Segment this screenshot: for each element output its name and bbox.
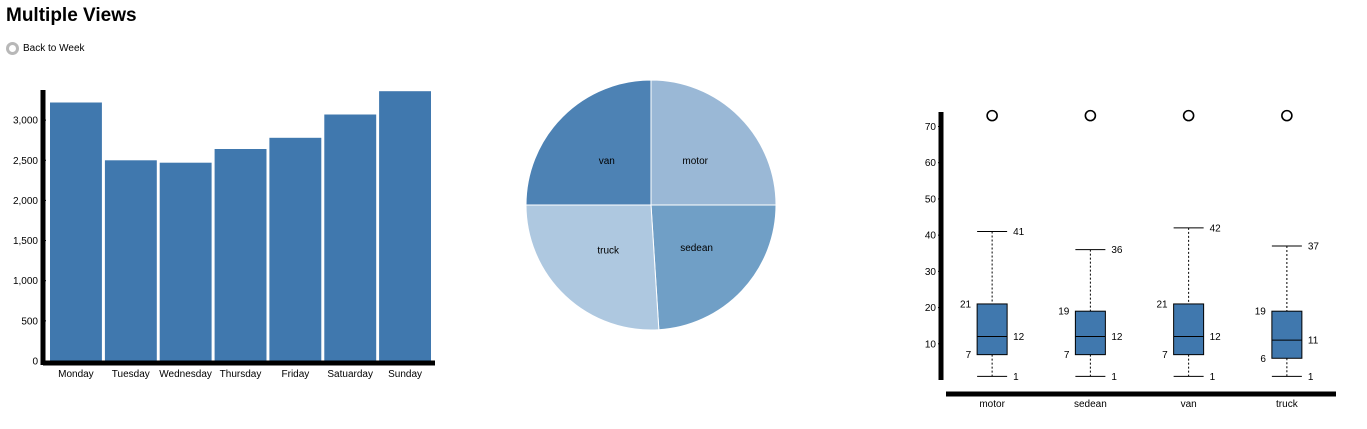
box[interactable]	[1173, 303, 1205, 356]
pie-label: motor	[682, 156, 708, 167]
box[interactable]	[1271, 310, 1303, 359]
y-tick-label: 10	[925, 339, 937, 350]
x-tick-label: Satuarday	[327, 369, 373, 380]
max-label: 36	[1111, 245, 1123, 256]
median-label: 11	[1308, 336, 1319, 347]
max-label: 42	[1210, 223, 1222, 234]
y-tick-label: 50	[925, 194, 937, 205]
y-tick-label: 2,500	[13, 156, 38, 167]
median-label: 12	[1210, 332, 1222, 343]
back-to-week-option[interactable]: Back to Week	[6, 42, 85, 55]
back-to-week-label: Back to Week	[23, 43, 85, 54]
y-tick-label: 3,000	[13, 116, 38, 127]
q3-label: 19	[1058, 307, 1070, 318]
min-label: 1	[1308, 372, 1314, 383]
q1-label: 6	[1260, 354, 1266, 365]
outlier-point[interactable]	[1182, 109, 1195, 122]
y-tick-label: 40	[925, 231, 937, 242]
y-tick-label: 20	[925, 303, 937, 314]
x-tick-label: motor	[979, 399, 1005, 410]
pie-slice-truck[interactable]	[525, 204, 660, 331]
pie-slice-van[interactable]	[525, 79, 652, 206]
pie-label: truck	[597, 246, 620, 257]
x-tick-label: Friday	[282, 369, 310, 380]
bar[interactable]	[104, 160, 157, 361]
bar[interactable]	[269, 137, 322, 361]
bar[interactable]	[214, 149, 267, 361]
bar[interactable]	[379, 91, 431, 361]
q3-label: 21	[1157, 299, 1169, 310]
median-label: 12	[1111, 332, 1123, 343]
y-tick-label: 60	[925, 158, 937, 169]
y-tick-label: 500	[21, 316, 38, 327]
q3-label: 19	[1255, 307, 1267, 318]
pie-label: van	[599, 156, 615, 167]
min-label: 1	[1013, 372, 1019, 383]
x-tick-label: Wednesday	[159, 369, 212, 380]
bar[interactable]	[50, 102, 102, 362]
x-tick-label: truck	[1276, 399, 1299, 410]
outlier-point[interactable]	[1084, 109, 1097, 122]
x-tick-label: sedean	[1074, 399, 1107, 410]
x-tick-label: van	[1181, 399, 1197, 410]
bar[interactable]	[159, 162, 212, 361]
y-tick-label: 30	[925, 267, 937, 278]
box[interactable]	[976, 303, 1008, 356]
bar[interactable]	[324, 114, 377, 362]
y-tick-label: 0	[32, 357, 38, 368]
max-label: 41	[1013, 227, 1025, 238]
radio-button[interactable]	[6, 42, 19, 55]
x-tick-label: Tuesday	[112, 369, 150, 380]
pie-slice-sedean[interactable]	[650, 204, 777, 331]
min-label: 1	[1210, 372, 1216, 383]
y-tick-label: 1,000	[13, 276, 38, 287]
y-tick-label: 70	[925, 122, 937, 133]
q1-label: 7	[966, 350, 972, 361]
q3-label: 21	[960, 299, 972, 310]
box[interactable]	[1074, 310, 1106, 356]
x-tick-label: Thursday	[220, 369, 262, 380]
x-tick-label: Sunday	[388, 369, 422, 380]
outlier-point[interactable]	[1281, 109, 1293, 122]
pie-slice-motor[interactable]	[650, 79, 777, 206]
q1-label: 7	[1162, 350, 1168, 361]
x-tick-label: Monday	[58, 369, 94, 380]
max-label: 37	[1308, 242, 1320, 253]
q1-label: 7	[1064, 350, 1070, 361]
y-tick-label: 2,000	[13, 196, 38, 207]
min-label: 1	[1111, 372, 1117, 383]
pie-label: sedean	[680, 243, 713, 254]
page-title: Multiple Views	[6, 5, 137, 26]
y-tick-label: 1,500	[13, 236, 38, 247]
outlier-point[interactable]	[986, 109, 998, 122]
median-label: 12	[1013, 332, 1025, 343]
